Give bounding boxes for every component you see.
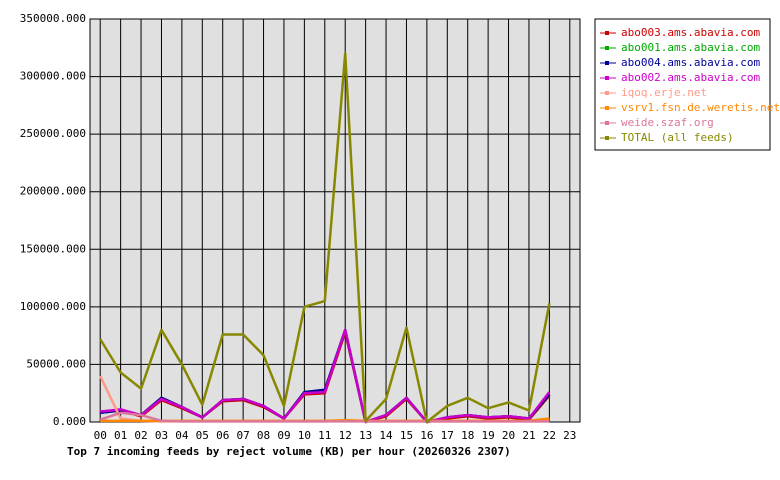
y-tick-label: 150000.000 [20, 242, 86, 255]
x-tick-label: 07 [237, 429, 250, 442]
y-tick-label: 250000.000 [20, 127, 86, 140]
legend-label: abo002.ams.abavia.com [621, 71, 760, 84]
legend-label: vsrv1.fsn.de.weretis.net [621, 101, 780, 114]
y-tick-label: 350000.000 [20, 12, 86, 25]
y-tick-label: 200000.000 [20, 185, 86, 198]
x-tick-label: 22 [543, 429, 556, 442]
series-line [100, 328, 551, 424]
legend-marker [605, 46, 609, 50]
x-tick-label: 11 [318, 429, 331, 442]
legend-marker [605, 76, 609, 80]
x-tick-label: 01 [114, 429, 127, 442]
x-tick-label: 21 [522, 429, 535, 442]
legend-marker [605, 61, 609, 65]
series-line [99, 411, 550, 423]
x-tick-label: 23 [563, 429, 576, 442]
legend-label: abo001.ams.abavia.com [621, 41, 760, 54]
x-tick-label: 12 [339, 429, 352, 442]
series-line [99, 52, 551, 424]
legend-marker [605, 121, 609, 125]
legend-marker [605, 91, 609, 95]
x-tick-label: 18 [461, 429, 474, 442]
x-tick-label: 10 [298, 429, 311, 442]
legend-box [594, 18, 771, 151]
x-tick-label: 08 [257, 429, 270, 442]
legend-label: weide.szaf.org [621, 116, 714, 129]
plot-area [90, 19, 580, 422]
legend-label: abo003.ams.abavia.com [621, 26, 760, 39]
x-tick-label: 02 [134, 429, 147, 442]
legend-label: TOTAL (all feeds) [621, 131, 734, 144]
legend-marker [605, 106, 609, 110]
x-tick-label: 17 [441, 429, 454, 442]
y-tick-label: 300000.000 [20, 70, 86, 83]
x-tick-label: 09 [277, 429, 290, 442]
x-tick-label: 16 [420, 429, 433, 442]
x-tick-label: 20 [502, 429, 515, 442]
y-tick-label: 50000.000 [26, 357, 86, 370]
x-tick-label: 05 [196, 429, 209, 442]
x-tick-label: 14 [379, 429, 393, 442]
x-tick-label: 06 [216, 429, 229, 442]
legend-label: abo004.ams.abavia.com [621, 56, 760, 69]
legend-marker [605, 136, 609, 140]
x-tick-label: 15 [400, 429, 413, 442]
x-tick-label: 00 [94, 429, 107, 442]
y-tick-label: 0.000 [53, 415, 86, 428]
legend-label: iqoq.erje.net [621, 86, 707, 99]
x-tick-label: 03 [155, 429, 168, 442]
x-tick-label: 19 [482, 429, 495, 442]
y-tick-label: 100000.000 [20, 300, 86, 313]
chart-title: Top 7 incoming feeds by reject volume (K… [67, 445, 511, 458]
x-tick-label: 13 [359, 429, 372, 442]
legend-marker [605, 31, 609, 35]
x-tick-label: 04 [175, 429, 189, 442]
